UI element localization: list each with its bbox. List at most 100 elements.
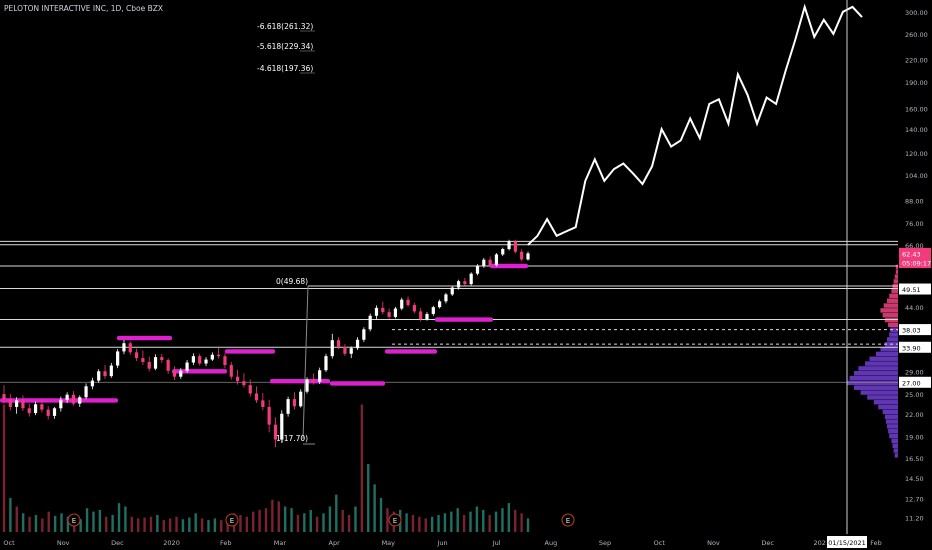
profile-bar — [889, 293, 898, 299]
candle-body — [235, 376, 240, 382]
volume-bar — [213, 518, 217, 532]
price-badge — [899, 376, 931, 388]
volume-bar — [162, 520, 165, 532]
volume-bar — [514, 509, 517, 532]
profile-bar — [887, 424, 898, 429]
price-badge-label: 33.90 — [902, 344, 921, 352]
volume-bar — [367, 464, 370, 532]
earnings-marker[interactable]: E — [388, 513, 402, 527]
volume-bar — [53, 515, 57, 532]
candle-body — [90, 380, 94, 387]
volume-bar — [21, 513, 25, 532]
profile-bar — [884, 317, 898, 323]
volume-bar — [379, 498, 383, 532]
volume-bar — [303, 513, 306, 532]
volume-bar — [418, 516, 421, 532]
profile-bar — [867, 395, 898, 400]
profile-bar — [882, 313, 898, 318]
profile-bar — [888, 322, 898, 328]
fib-label: -5.618(229.34) — [257, 42, 313, 51]
candle-body — [103, 371, 107, 377]
y-tick-label: 88.00 — [905, 198, 924, 206]
volume-bar — [60, 513, 63, 532]
earnings-circle — [225, 513, 239, 527]
x-tick-label: Apr — [329, 539, 341, 547]
candle-body — [337, 340, 341, 347]
earnings-marker[interactable]: E — [67, 513, 81, 527]
volume-bar — [143, 517, 146, 532]
profile-bar — [891, 438, 898, 444]
candle-body — [78, 397, 82, 404]
profile-bar — [885, 419, 898, 424]
x-tick-label: Jul — [492, 539, 501, 547]
volume-bar — [130, 516, 134, 532]
candle-body — [261, 400, 265, 407]
candle-body — [368, 315, 372, 330]
candle-body — [280, 413, 284, 440]
volume-bar — [283, 506, 287, 532]
x-tick-label: Nov — [707, 539, 720, 547]
volume-bar — [156, 515, 159, 532]
volume-bar — [335, 494, 338, 532]
candle-body — [273, 424, 278, 440]
x-tick-label: Feb — [220, 539, 232, 547]
candle-body — [185, 362, 189, 371]
volume-bar — [264, 508, 268, 532]
volume-bar — [9, 498, 12, 532]
volume-bar — [501, 508, 504, 532]
profile-bar — [854, 371, 898, 376]
earnings-marker[interactable]: E — [225, 513, 239, 527]
volume-bar — [207, 520, 210, 532]
y-tick-label: 29.00 — [905, 368, 924, 376]
x-tick-label: May — [382, 539, 396, 547]
x-tick-label: Oct — [3, 539, 15, 547]
y-tick-label: 11.20 — [905, 515, 924, 523]
volume-bars — [2, 404, 530, 532]
candle-body — [2, 394, 6, 400]
volume-bar — [271, 499, 274, 532]
volume-bar — [220, 520, 223, 532]
fib-label: -4.618(197.36) — [257, 64, 313, 73]
x-tick-label: Nov — [57, 539, 70, 547]
candle-body — [343, 346, 347, 354]
x-tick-label: Jun — [436, 539, 447, 547]
candle-body — [412, 305, 416, 312]
candle-body — [160, 357, 164, 361]
zone-box — [435, 317, 493, 322]
candle-body — [425, 313, 429, 320]
volume-bar — [277, 501, 280, 532]
earnings-label: E — [566, 517, 570, 525]
volume-bar — [373, 484, 376, 532]
profile-bar — [890, 327, 898, 332]
candle-body — [198, 356, 202, 364]
crosshair-date-badge — [827, 536, 867, 548]
volume-bar — [194, 513, 197, 532]
volume-bar — [111, 515, 114, 532]
candle-body — [27, 408, 31, 414]
volume-bar — [341, 509, 344, 532]
volume-bar — [411, 515, 415, 532]
volume-bar — [136, 518, 140, 532]
volume-bar — [437, 515, 440, 532]
volume-bar — [181, 519, 185, 532]
x-tick-label: Dec — [761, 539, 774, 547]
volume-bar — [85, 508, 89, 532]
candle-body — [21, 400, 25, 409]
x-tick-label: Aug — [545, 539, 558, 547]
earnings-marker[interactable]: E — [561, 513, 575, 527]
candle-body — [393, 308, 398, 317]
profile-bar — [895, 269, 898, 274]
candle-body — [374, 307, 379, 316]
volume-bar — [354, 506, 357, 532]
profile-bar — [891, 288, 898, 294]
profile-bar — [880, 346, 898, 352]
volume-bar — [200, 518, 204, 532]
candle-body — [122, 343, 126, 352]
price-badge-label: 05:09:17 — [902, 260, 931, 268]
profile-bar — [869, 356, 898, 361]
profile-bar — [882, 409, 898, 415]
price-badge — [899, 341, 931, 353]
volume-bar — [430, 516, 434, 532]
